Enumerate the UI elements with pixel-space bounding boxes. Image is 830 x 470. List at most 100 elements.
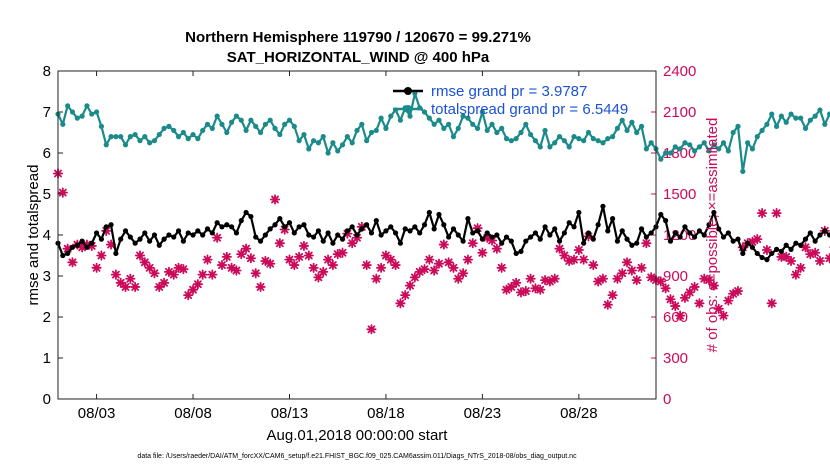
obs-assimilated-marker — [62, 243, 73, 254]
obs-assimilated-marker — [665, 294, 676, 305]
obs-assimilated-marker — [284, 254, 295, 265]
totalspread-marker — [310, 138, 317, 144]
obs-assimilated-marker — [289, 259, 300, 271]
obs-assimilated-marker — [77, 242, 88, 253]
rmse-marker — [648, 230, 654, 236]
obs-assimilated-marker — [544, 276, 556, 287]
rmse-marker — [634, 240, 640, 246]
totalspread-marker — [716, 146, 722, 152]
rmse-marker — [749, 244, 756, 250]
rmse-marker — [802, 236, 809, 242]
totalspread-marker — [195, 136, 201, 142]
obs-assimilated-marker — [149, 268, 160, 279]
obs-assimilated-marker — [197, 269, 208, 280]
rmse-marker — [291, 230, 297, 236]
obs-assimilated-marker — [771, 208, 782, 219]
obs-assimilated-marker — [144, 262, 155, 273]
obs-assimilated-marker — [578, 254, 589, 265]
right-y-tick-label: 2400 — [663, 63, 696, 80]
rmse-marker — [691, 234, 698, 240]
totalspread-marker — [503, 136, 510, 142]
rmse-marker — [503, 234, 510, 240]
rmse-marker — [248, 213, 254, 220]
totalspread-marker — [388, 113, 394, 119]
obs-assimilated-series — [52, 168, 830, 335]
rmse-marker — [827, 232, 830, 238]
rmse-marker — [257, 238, 264, 244]
totalspread-marker — [291, 123, 297, 129]
obs-assimilated-marker — [477, 247, 488, 258]
totalspread-marker — [600, 140, 606, 146]
rmse-marker — [282, 224, 288, 230]
obs-assimilated-marker — [226, 262, 237, 273]
rmse-marker — [523, 238, 529, 244]
totalspread-marker — [687, 142, 693, 148]
rmse-marker — [60, 252, 66, 259]
totalspread-marker — [585, 129, 592, 136]
obs-assimilated-marker — [790, 269, 801, 280]
rmse-marker — [513, 250, 519, 257]
legend-spread-label: totalspread grand pr = 6.5449 — [431, 101, 628, 118]
totalspread-marker — [812, 113, 818, 119]
rmse-marker — [407, 228, 413, 234]
obs-assimilated-marker — [448, 262, 459, 273]
obs-assimilated-marker — [462, 254, 474, 265]
rmse-marker — [229, 224, 235, 230]
rmse-marker — [532, 230, 539, 236]
rmse-marker — [147, 238, 153, 244]
totalspread-marker — [730, 129, 736, 136]
left-y-tick-label: 6 — [43, 145, 51, 162]
totalspread-marker — [822, 121, 828, 127]
totalspread-marker — [798, 115, 804, 121]
totalspread-marker — [518, 129, 524, 136]
totalspread-marker — [725, 148, 731, 154]
rmse-marker — [320, 238, 326, 244]
obs-assimilated-marker — [655, 276, 666, 287]
totalspread-marker — [706, 148, 712, 154]
right-y-tick-label: 900 — [663, 268, 688, 285]
right-y-tick-label: 1500 — [663, 186, 696, 203]
totalspread-marker — [590, 136, 596, 142]
obs-assimilated-marker — [568, 254, 580, 265]
rmse-marker — [388, 224, 394, 230]
totalspread-marker — [421, 109, 428, 115]
totalspread-marker — [696, 144, 703, 150]
x-tick-label: 08/03 — [78, 405, 116, 422]
obs-assimilated-marker — [130, 281, 141, 293]
totalspread-marker — [556, 134, 563, 140]
totalspread-marker — [161, 125, 167, 131]
obs-assimilated-marker — [429, 265, 440, 276]
rmse-marker — [658, 211, 664, 218]
rmse-marker — [807, 230, 813, 236]
totalspread-marker — [175, 134, 182, 140]
totalspread-marker — [301, 131, 307, 138]
rmse-marker — [103, 224, 109, 230]
rmse-marker — [267, 226, 273, 232]
totalspread-marker — [561, 138, 567, 144]
rmse-marker — [667, 238, 674, 244]
totalspread-marker — [523, 121, 529, 127]
obs-assimilated-marker — [713, 303, 724, 314]
totalspread-marker — [325, 150, 331, 156]
totalspread-marker — [807, 117, 813, 123]
left-y-tick-label: 3 — [43, 268, 51, 285]
obs-assimilated-marker — [472, 223, 483, 234]
totalspread-marker — [373, 127, 379, 134]
totalspread-marker — [576, 136, 582, 142]
totalspread-marker — [137, 138, 143, 144]
rmse-marker — [624, 236, 630, 242]
rmse-marker — [89, 240, 95, 246]
totalspread-marker — [296, 138, 302, 144]
totalspread-marker — [166, 123, 172, 129]
left-y-tick-label: 4 — [43, 227, 51, 244]
obs-assimilated-marker — [491, 243, 502, 254]
rmse-marker — [441, 222, 447, 228]
rmse-marker — [474, 228, 481, 234]
obs-assimilated-marker — [641, 238, 652, 249]
obs-assimilated-marker — [183, 290, 194, 301]
obs-assimilated-marker — [187, 284, 199, 295]
rmse-marker — [561, 230, 567, 236]
rmse-marker — [98, 236, 105, 242]
totalspread-marker — [84, 103, 90, 109]
